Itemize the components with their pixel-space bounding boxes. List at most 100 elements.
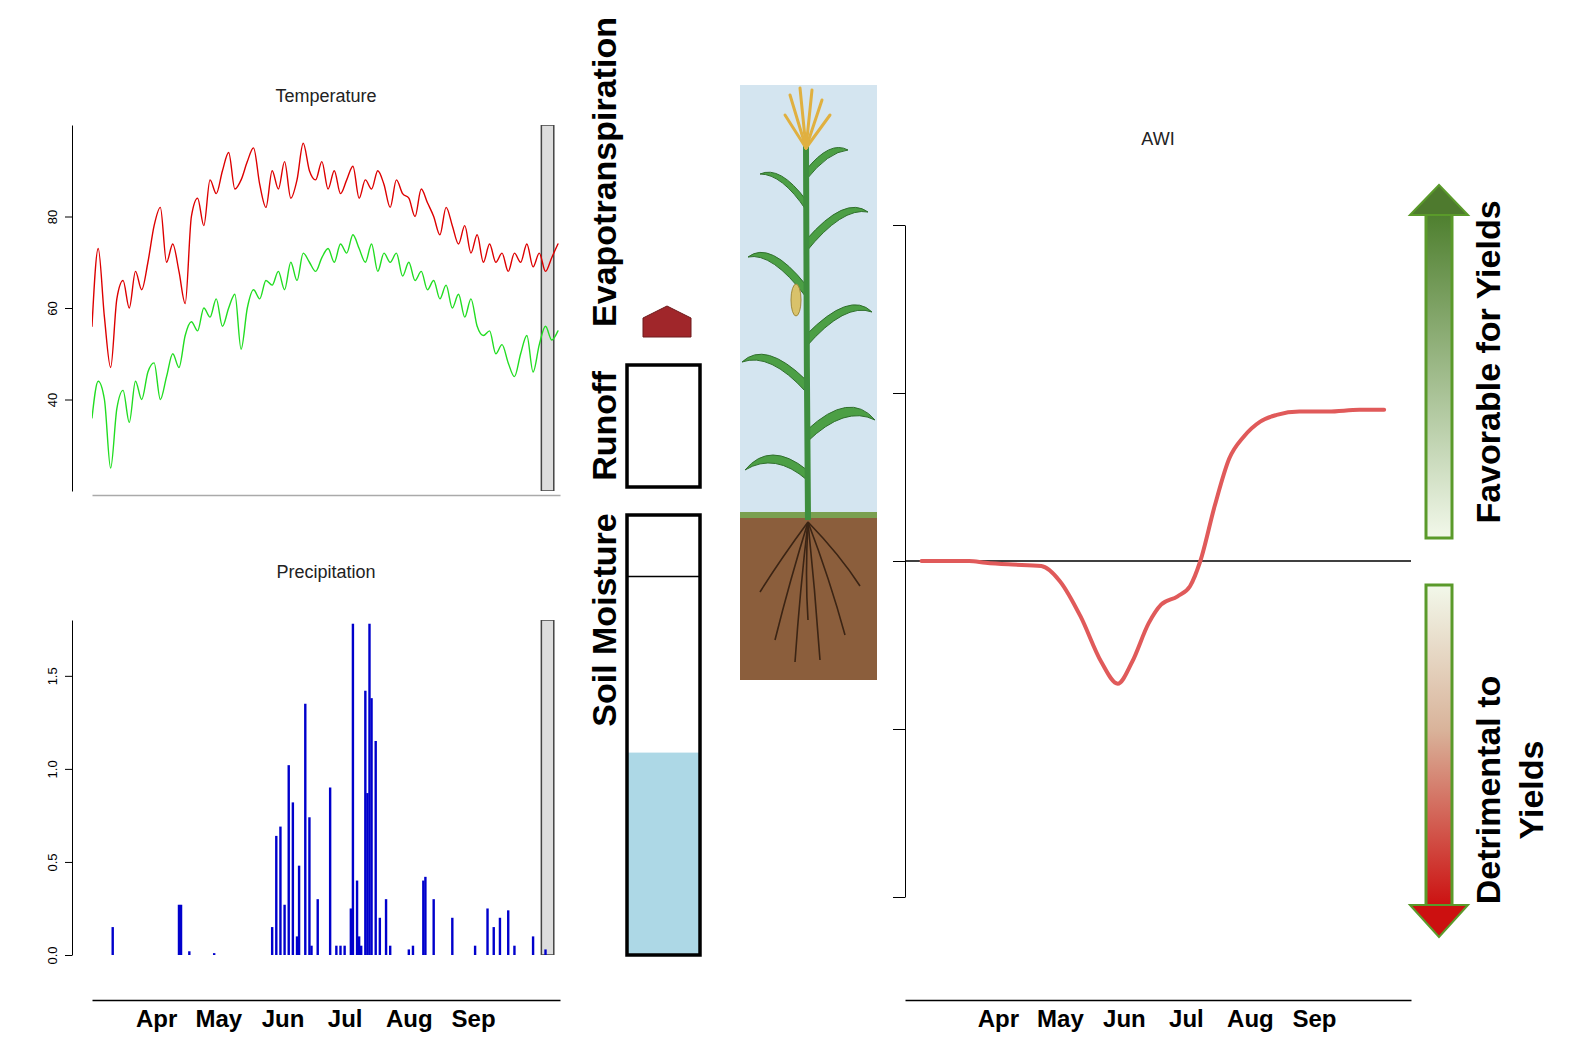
water-balance: EvapotranspirationRunoffSoil Moisture	[585, 17, 700, 955]
y-tick-mark	[65, 955, 72, 956]
leaf	[806, 148, 848, 181]
precip-bar	[279, 827, 281, 955]
precip-bar	[296, 936, 298, 955]
x-tick: May	[1037, 1000, 1084, 1032]
plot-area	[112, 620, 554, 955]
y-tick-mark	[65, 769, 72, 770]
tassel	[806, 115, 830, 148]
yield-scale: Favorable for YieldsDetrimental toYields	[1410, 185, 1550, 937]
precip-bar	[180, 905, 182, 955]
x-tick-label: Aug	[386, 1005, 433, 1032]
y-tick-mark	[893, 729, 905, 730]
precip-bar	[271, 927, 273, 955]
x-tick: May	[195, 1000, 242, 1032]
precip-bar	[374, 741, 376, 955]
favorable-arrow-head	[1410, 185, 1468, 215]
precip-bar	[283, 905, 285, 955]
leaf	[806, 207, 868, 252]
y-tick-label: 1.5	[45, 667, 60, 685]
precip-bar	[292, 802, 294, 955]
x-tick: Jul	[1169, 1000, 1204, 1032]
x-tick: Sep	[1292, 1000, 1336, 1032]
y-tick-label: 0.5	[45, 853, 60, 871]
soil-moisture-label: Soil Moisture	[585, 513, 623, 726]
x-axis-line	[93, 1000, 561, 1002]
data-line	[922, 410, 1385, 684]
y-tick-mark	[893, 561, 905, 562]
precip-bar	[298, 866, 300, 955]
y-axis	[893, 226, 906, 898]
precip-bar	[366, 793, 368, 955]
tassel	[806, 100, 822, 148]
y-axis-line	[72, 621, 73, 956]
leaf	[807, 407, 875, 442]
precip-bar	[304, 704, 306, 955]
plot-area	[92, 125, 558, 491]
chart-title: AWI	[1141, 129, 1174, 149]
precip-bar	[368, 624, 370, 955]
evapotranspiration-label: Evapotranspiration	[585, 17, 623, 327]
y-axis-line	[905, 226, 906, 898]
precip-bar	[424, 877, 426, 955]
y-tick-mark	[65, 676, 72, 677]
precip-bar	[451, 918, 453, 955]
detrimental-label-line: Yields	[1512, 741, 1550, 840]
y-tick-mark	[65, 308, 72, 309]
detrimental-arrow-shaft	[1426, 585, 1452, 907]
precip-bar	[432, 899, 434, 955]
precip-bar	[329, 788, 331, 956]
precip-bar	[317, 899, 319, 955]
y-tick-mark	[893, 225, 905, 226]
x-tick: Apr	[978, 1000, 1019, 1032]
precip-bar	[356, 881, 358, 955]
y-tick-label: 0.0	[45, 946, 60, 964]
x-tick-label: Sep	[452, 1005, 496, 1032]
x-tick: Jul	[328, 1000, 363, 1032]
x-tick: Jun	[262, 1000, 305, 1032]
precip-bar	[412, 946, 414, 955]
chart-panel: Precipitation0.00.51.01.5AprMayJunJulAug…	[45, 562, 561, 1032]
evapotranspiration-arrow	[643, 306, 691, 337]
root	[808, 522, 845, 635]
y-tick-label: 1.0	[45, 760, 60, 778]
ear	[791, 284, 801, 316]
x-tick-label: Aug	[1227, 1005, 1274, 1032]
x-tick: Aug	[386, 1000, 433, 1032]
precip-bar	[310, 946, 312, 955]
y-tick: 1.5	[45, 667, 72, 685]
y-tick-mark	[893, 393, 905, 394]
x-tick: Jun	[1103, 1000, 1146, 1032]
precip-bar	[112, 927, 114, 955]
x-tick: Apr	[136, 1000, 177, 1032]
y-tick-label: 80	[45, 210, 60, 224]
precip-bar	[350, 908, 352, 955]
y-tick	[893, 729, 905, 730]
y-tick	[893, 561, 905, 562]
root	[775, 522, 808, 640]
y-tick: 0.0	[45, 946, 72, 964]
root	[808, 522, 820, 660]
x-axis-line	[906, 1000, 1412, 1002]
precip-bar	[493, 927, 495, 955]
chart-panel: AWI Apr May Jun Jul Aug Sep	[893, 129, 1412, 1032]
chart-panel: Temperature406080	[45, 86, 561, 496]
favorable-label: Favorable for Yields	[1469, 200, 1507, 523]
y-tick	[893, 897, 905, 898]
precip-bar	[370, 698, 372, 955]
precip-bar	[513, 946, 515, 955]
x-tick-label: Jul	[1169, 1005, 1204, 1032]
y-tick: 40	[45, 393, 72, 407]
x-tick-label: Jun	[1103, 1005, 1146, 1032]
stalk	[806, 145, 808, 520]
y-tick-mark	[65, 400, 72, 401]
data-line	[92, 235, 558, 468]
chart-title: Temperature	[275, 86, 376, 106]
root	[795, 522, 808, 662]
x-tick: Aug	[1227, 1000, 1274, 1032]
y-tick	[893, 225, 905, 226]
precip-bar	[343, 946, 345, 955]
root	[808, 522, 860, 586]
root	[760, 522, 808, 592]
x-tick: Sep	[452, 1000, 496, 1032]
leaf	[806, 305, 872, 347]
